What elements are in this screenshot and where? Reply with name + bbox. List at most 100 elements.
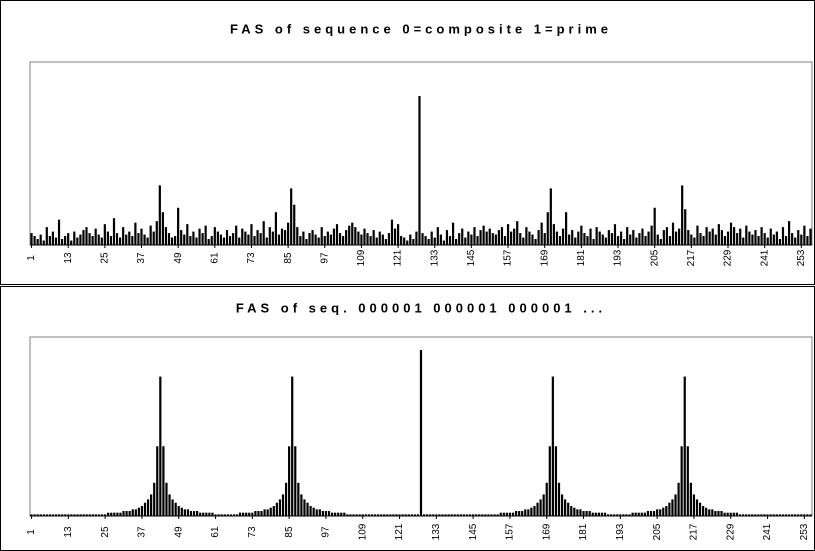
bar [361, 514, 364, 516]
bar [506, 224, 510, 245]
bar [164, 227, 168, 245]
bar [205, 512, 208, 516]
bar [643, 512, 646, 516]
bar [714, 511, 717, 516]
bar [656, 509, 659, 516]
bar [784, 236, 788, 245]
bar [329, 234, 332, 245]
bar [491, 233, 494, 245]
bar [625, 514, 628, 516]
bar [536, 502, 539, 516]
bar [201, 233, 204, 245]
bar [128, 511, 131, 516]
bar [366, 233, 369, 245]
bar [171, 499, 174, 516]
bar [723, 512, 726, 516]
bar [183, 234, 186, 245]
bar [364, 514, 367, 516]
x-tick-label: 169 [539, 249, 550, 266]
bar [265, 237, 268, 245]
bar [162, 446, 165, 516]
bar [314, 234, 317, 245]
x-tick-label: 241 [762, 523, 773, 540]
bar [741, 514, 745, 516]
bar [280, 228, 284, 245]
bar [757, 514, 760, 516]
bar [192, 231, 195, 245]
bar [315, 509, 318, 516]
bar [797, 514, 800, 516]
bar [173, 236, 177, 245]
bar [519, 233, 522, 245]
bar [409, 234, 412, 245]
bar [577, 231, 580, 245]
bar [534, 239, 537, 245]
bar [597, 512, 600, 516]
bar [674, 494, 677, 516]
bar [300, 494, 303, 516]
bar [94, 514, 98, 516]
bar [781, 227, 785, 245]
bar [510, 231, 513, 245]
bar [462, 514, 466, 516]
bar [445, 230, 449, 245]
bar [281, 494, 285, 516]
bar [100, 514, 104, 516]
bar [33, 236, 36, 245]
bar [33, 514, 36, 516]
bar [183, 509, 186, 516]
bar [662, 507, 665, 516]
bar [733, 227, 736, 245]
bar [177, 207, 180, 245]
bar [317, 237, 320, 245]
bar [332, 228, 336, 245]
bar [600, 512, 604, 516]
x-tick-label: 205 [652, 523, 663, 540]
bar [312, 507, 315, 516]
bar [373, 514, 377, 516]
bar [146, 499, 150, 516]
x-tick-label: 121 [394, 523, 405, 540]
bar [610, 233, 614, 245]
bar [346, 514, 349, 516]
bar [632, 230, 635, 245]
bar [410, 514, 413, 516]
bar [110, 512, 113, 516]
bar [257, 511, 260, 516]
bar [610, 514, 613, 516]
bar [419, 350, 423, 516]
bar [763, 233, 766, 245]
bar [711, 228, 714, 245]
bar [797, 230, 800, 245]
bar [438, 514, 441, 516]
bar [54, 237, 58, 245]
bar [334, 512, 337, 516]
bar [772, 234, 775, 245]
bar [430, 231, 433, 245]
bar [646, 511, 650, 516]
bar [803, 514, 806, 516]
bar [717, 511, 720, 516]
bar [238, 512, 242, 516]
bar [769, 514, 772, 516]
bar [778, 239, 782, 245]
bar [444, 514, 447, 516]
bar [76, 237, 79, 245]
bar [256, 230, 259, 245]
bar [400, 236, 403, 245]
bar [204, 225, 207, 245]
bar [170, 237, 174, 245]
bar [241, 228, 244, 245]
bar [548, 446, 551, 516]
x-tick-label: 121 [393, 249, 404, 266]
bar [803, 225, 806, 245]
bar [533, 506, 536, 516]
bar [514, 511, 518, 516]
bar [51, 514, 55, 516]
bar [555, 231, 559, 245]
x-tick-label: 61 [210, 526, 221, 538]
bar [433, 237, 436, 245]
bar [450, 514, 453, 516]
bar [36, 239, 39, 245]
